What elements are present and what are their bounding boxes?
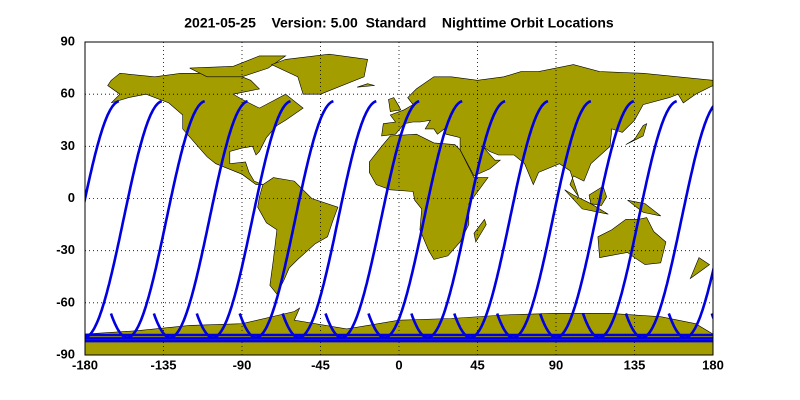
landmass <box>107 72 304 185</box>
landmass <box>381 64 713 197</box>
orbit-track <box>85 99 163 339</box>
orbit-track <box>710 313 713 321</box>
landmass <box>627 199 661 217</box>
landmass <box>473 218 487 243</box>
x-tick-label: -180 <box>72 357 98 372</box>
landmass <box>257 177 339 295</box>
x-tick-label: 135 <box>624 357 646 372</box>
x-tick-label: -135 <box>150 357 176 372</box>
land-layer <box>85 53 713 355</box>
landmass <box>689 257 711 280</box>
y-tick-label: 0 <box>68 190 75 205</box>
landmass <box>357 83 375 88</box>
landmass <box>85 307 713 355</box>
orbit-track <box>667 265 713 339</box>
y-tick-label: -60 <box>56 294 75 309</box>
landmass <box>388 97 402 112</box>
tick-labels: -180 -135 -90 -45 0 45 90 135 180 90 60 30 0 -30 -60 -9… <box>56 33 724 372</box>
x-tick-label: 45 <box>470 357 484 372</box>
plot-frame <box>84 41 714 356</box>
landmass <box>270 53 368 95</box>
y-tick-label: 90 <box>61 33 75 48</box>
landmass <box>597 217 667 265</box>
map-title: 2021-05-25 Version: 5.00 Standard Nightt… <box>184 15 614 31</box>
y-tick-label: 60 <box>61 86 75 101</box>
landmass <box>189 55 287 78</box>
orbit-track <box>85 99 120 206</box>
y-tick-label: 30 <box>61 138 75 153</box>
x-tick-label: 0 <box>395 357 402 372</box>
y-tick-label: -90 <box>56 346 75 361</box>
x-tick-label: -45 <box>311 357 330 372</box>
landmass <box>625 123 648 145</box>
x-tick-label: -90 <box>233 357 252 372</box>
orbit-layer <box>85 99 713 343</box>
x-tick-label: 90 <box>549 357 563 372</box>
x-tick-label: 180 <box>702 357 724 372</box>
y-tick-label: -30 <box>56 242 75 257</box>
